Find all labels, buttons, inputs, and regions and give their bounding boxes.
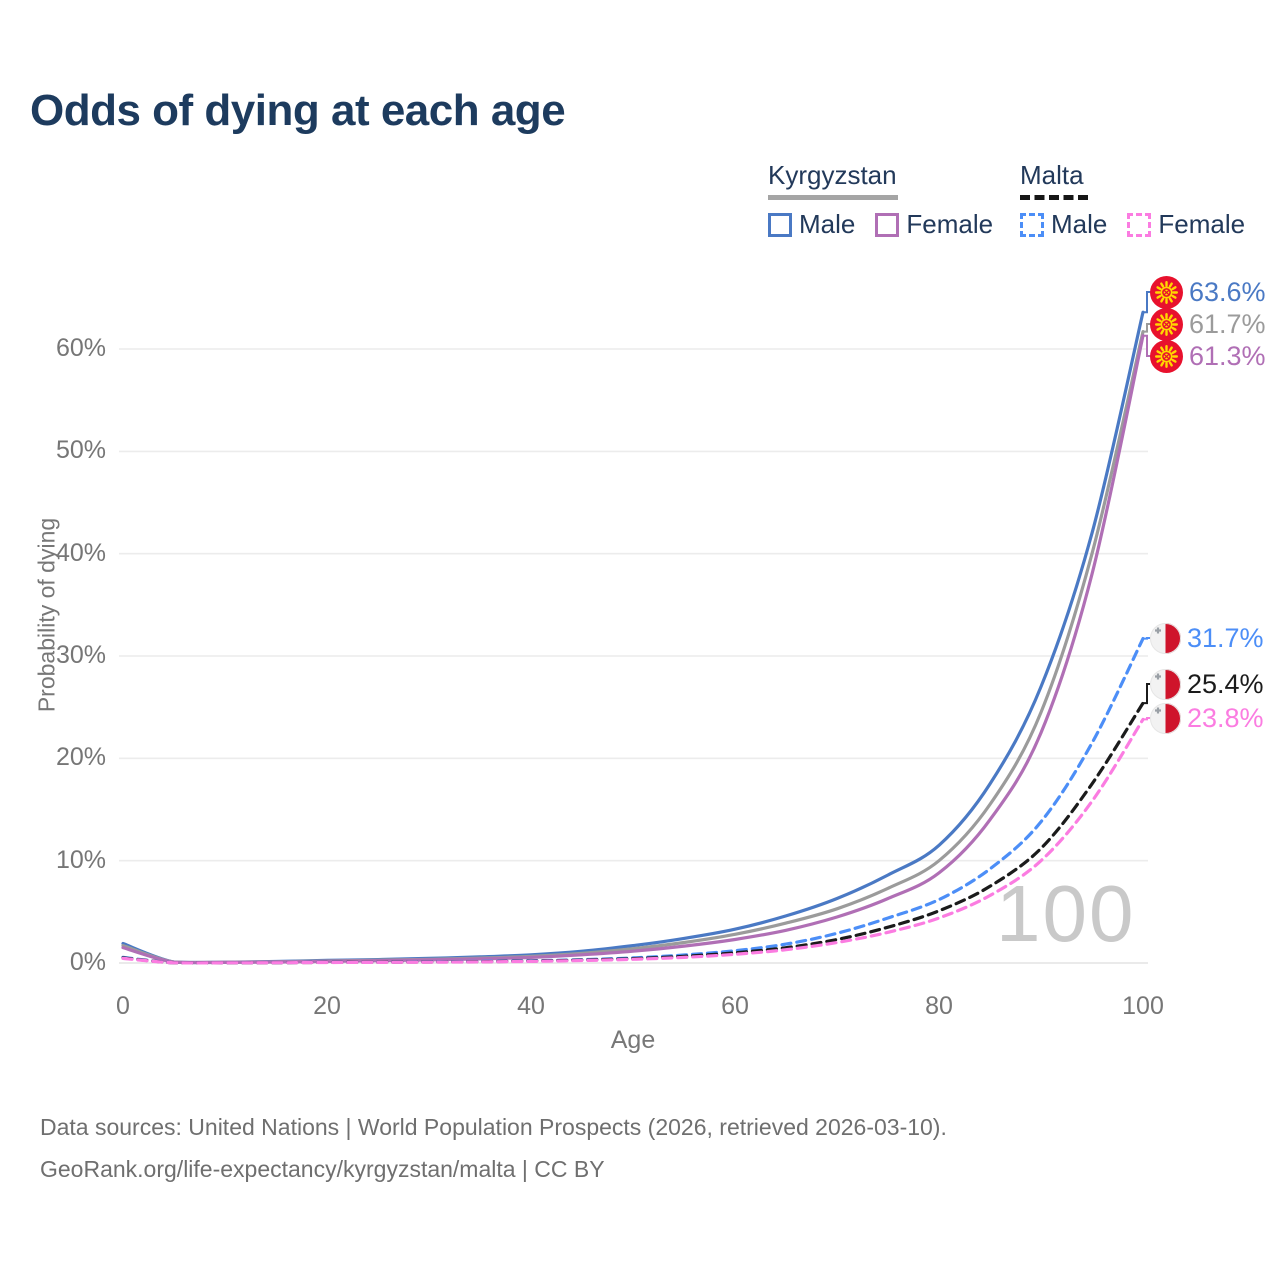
- malta-dashed-line-swatch: [1020, 195, 1088, 200]
- x-tick-label: 60: [721, 992, 749, 1020]
- x-axis-title: Age: [610, 1026, 656, 1054]
- series-line-kyrgyzstan-male[interactable]: [121, 310, 1145, 965]
- series-line-malta-female[interactable]: [121, 717, 1145, 965]
- x-tick-label: 80: [925, 992, 953, 1020]
- connector-line: [1143, 323, 1152, 333]
- kyrgyzstan-flag-icon: [1150, 307, 1183, 341]
- footer: Data sources: United Nations | World Pop…: [40, 1106, 947, 1190]
- watermark-age-100: 100: [996, 869, 1136, 958]
- end-label-row: 61.3%: [1150, 339, 1266, 373]
- connector-line: [1143, 291, 1152, 314]
- page-title: Odds of dying at each age: [30, 86, 566, 135]
- legend-label-kyrgyzstan-male[interactable]: Male: [799, 209, 856, 239]
- series-line-malta-male[interactable]: [121, 637, 1145, 965]
- end-label-value: 23.8%: [1187, 702, 1264, 733]
- x-tick-label: 0: [116, 992, 130, 1020]
- legend-label-malta-male[interactable]: Male: [1051, 209, 1108, 239]
- malta-flag-icon: [1150, 622, 1181, 654]
- y-tick-label: 0%: [69, 948, 106, 976]
- end-label-value: 61.3%: [1189, 340, 1266, 371]
- series-line-malta-both-sexes[interactable]: [121, 701, 1145, 965]
- footer-attribution: GeoRank.org/life-expectancy/kyrgyzstan/m…: [40, 1156, 605, 1182]
- connector-line: [1143, 683, 1152, 705]
- malta-flag-icon: [1150, 702, 1181, 734]
- y-tick-label: 10%: [55, 845, 106, 874]
- end-label-value: 63.6%: [1189, 276, 1266, 307]
- x-tick-label: 100: [1122, 992, 1164, 1020]
- legend-group-malta: Malta Male Female: [1020, 160, 1245, 240]
- legend-swatch-kyrgyzstan-female[interactable]: [875, 212, 900, 237]
- y-tick-label: 40%: [55, 538, 106, 567]
- legend-swatch-malta-male[interactable]: [1020, 212, 1044, 237]
- legend-country-malta[interactable]: Malta: [1020, 160, 1084, 190]
- legend-label-malta-female[interactable]: Female: [1158, 209, 1246, 239]
- footer-data-sources: Data sources: United Nations | World Pop…: [40, 1114, 947, 1140]
- y-tick-label: 20%: [55, 743, 106, 772]
- legend-swatch-kyrgyzstan-male[interactable]: [768, 212, 792, 237]
- legend-swatch-malta-female[interactable]: [1127, 212, 1152, 237]
- end-label-row: 63.6%: [1150, 275, 1266, 309]
- malta-flag-icon: [1150, 668, 1181, 700]
- legend-country-kyrgyzstan[interactable]: Kyrgyzstan: [768, 160, 897, 190]
- end-label-row: 31.7%: [1150, 621, 1264, 655]
- y-tick-label: 60%: [55, 334, 106, 363]
- kyrgyzstan-flag-icon: [1150, 339, 1183, 373]
- legend-label-kyrgyzstan-female[interactable]: Female: [906, 209, 994, 239]
- connector-line: [1143, 717, 1152, 721]
- end-label-value: 31.7%: [1187, 622, 1264, 653]
- end-label-row: 23.8%: [1150, 701, 1264, 735]
- kyrgyzstan-flag-icon: [1150, 275, 1183, 309]
- connector-line: [1143, 637, 1152, 640]
- kyrgyzstan-solid-line-swatch: [768, 195, 898, 200]
- x-tick-label: 40: [517, 992, 545, 1020]
- y-tick-label: 30%: [55, 641, 106, 669]
- legend-group-kyrgyzstan: Kyrgyzstan Male Female: [768, 160, 993, 240]
- x-tick-label: 20: [313, 992, 341, 1020]
- y-tick-label: 50%: [55, 436, 106, 465]
- end-label-value: 25.4%: [1187, 668, 1264, 699]
- connector-line: [1143, 334, 1152, 357]
- end-label-row: 25.4%: [1150, 667, 1264, 701]
- end-label-value: 61.7%: [1189, 308, 1266, 339]
- y-axis-title: Probability of dying: [33, 517, 60, 713]
- end-label-row: 61.7%: [1150, 307, 1266, 341]
